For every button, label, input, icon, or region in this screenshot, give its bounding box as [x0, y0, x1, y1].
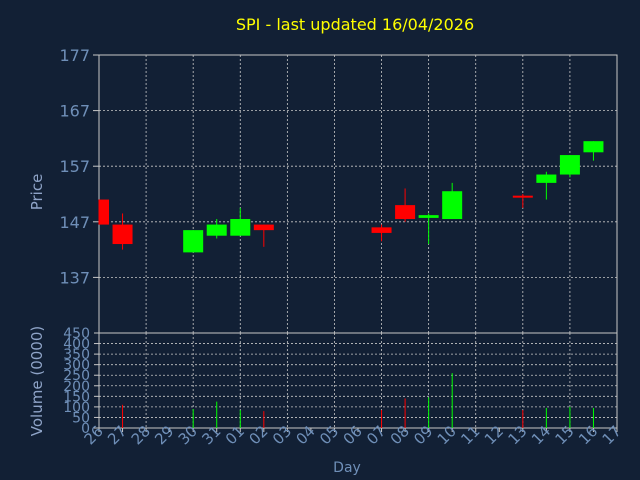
candle-body: [512, 195, 533, 198]
x-tick-label: 15: [552, 422, 578, 448]
candle-body: [99, 199, 109, 225]
volume-tick-label: 100: [63, 400, 90, 416]
x-tick-label: 17: [599, 422, 625, 448]
price-tick-label: 157: [59, 157, 90, 176]
x-tick-label: 13: [504, 422, 530, 448]
volume-panel-frame: [98, 332, 618, 429]
x-tick-label: 12: [481, 422, 507, 448]
candle-body: [395, 205, 416, 220]
candle-body: [583, 141, 604, 153]
x-axis-label: Day: [333, 460, 361, 476]
candle-body: [206, 224, 227, 236]
candle-body: [442, 191, 463, 220]
x-tick-label: 10: [434, 422, 460, 448]
x-tick-label: 05: [316, 422, 342, 448]
volume-tick-label: 300: [63, 358, 90, 374]
x-tick-label: 14: [528, 422, 554, 448]
volume-tick-label: 250: [63, 368, 90, 384]
volume-tick-label: 200: [63, 379, 90, 395]
x-tick-label: 28: [128, 422, 154, 448]
x-tick-label: 01: [222, 422, 248, 448]
x-tick-label: 04: [293, 422, 319, 448]
x-tick-label: 08: [387, 422, 413, 448]
volume-tick-label: 0: [81, 421, 90, 437]
candle-body: [418, 215, 439, 218]
price-tick-label: 137: [59, 268, 90, 287]
volume-tick-label: 450: [63, 326, 90, 342]
x-axis: 2627282930310102030405060708091011121314…: [81, 422, 625, 448]
x-tick-label: 09: [410, 422, 436, 448]
volume-axis-label: Volume (0000): [28, 326, 46, 436]
candle-body: [559, 155, 580, 175]
price-tick-label: 147: [59, 213, 90, 232]
price-tick-label: 177: [59, 46, 90, 65]
x-tick-label: 07: [363, 422, 389, 448]
x-tick-label: 11: [457, 422, 483, 448]
price-axis-label: Price: [28, 174, 46, 211]
volume-tick-label: 350: [63, 347, 90, 363]
volume-tick-label: 50: [72, 410, 90, 426]
x-tick-label: 03: [269, 422, 295, 448]
candle-body: [230, 219, 251, 236]
candle-body: [536, 174, 557, 183]
candle-body: [253, 224, 274, 231]
x-tick-label: 06: [340, 422, 366, 448]
x-tick-label: 16: [575, 422, 601, 448]
price-panel-frame: [98, 54, 618, 334]
x-tick-label: 02: [245, 422, 271, 448]
x-tick-label: 29: [151, 422, 177, 448]
x-tick-label: 31: [198, 422, 224, 448]
x-tick-label: 30: [175, 422, 201, 448]
volume-tick-label: 150: [63, 389, 90, 405]
price-tick-label: 167: [59, 102, 90, 121]
chart-title: SPI - last updated 16/04/2026: [236, 15, 474, 34]
candle-body: [183, 230, 204, 253]
candle-body: [371, 227, 392, 233]
price-panel: 177 167 157 147 137: [59, 46, 618, 334]
x-tick-label: 27: [104, 422, 130, 448]
volume-tick-label: 400: [63, 337, 90, 353]
candle-body: [112, 224, 133, 245]
